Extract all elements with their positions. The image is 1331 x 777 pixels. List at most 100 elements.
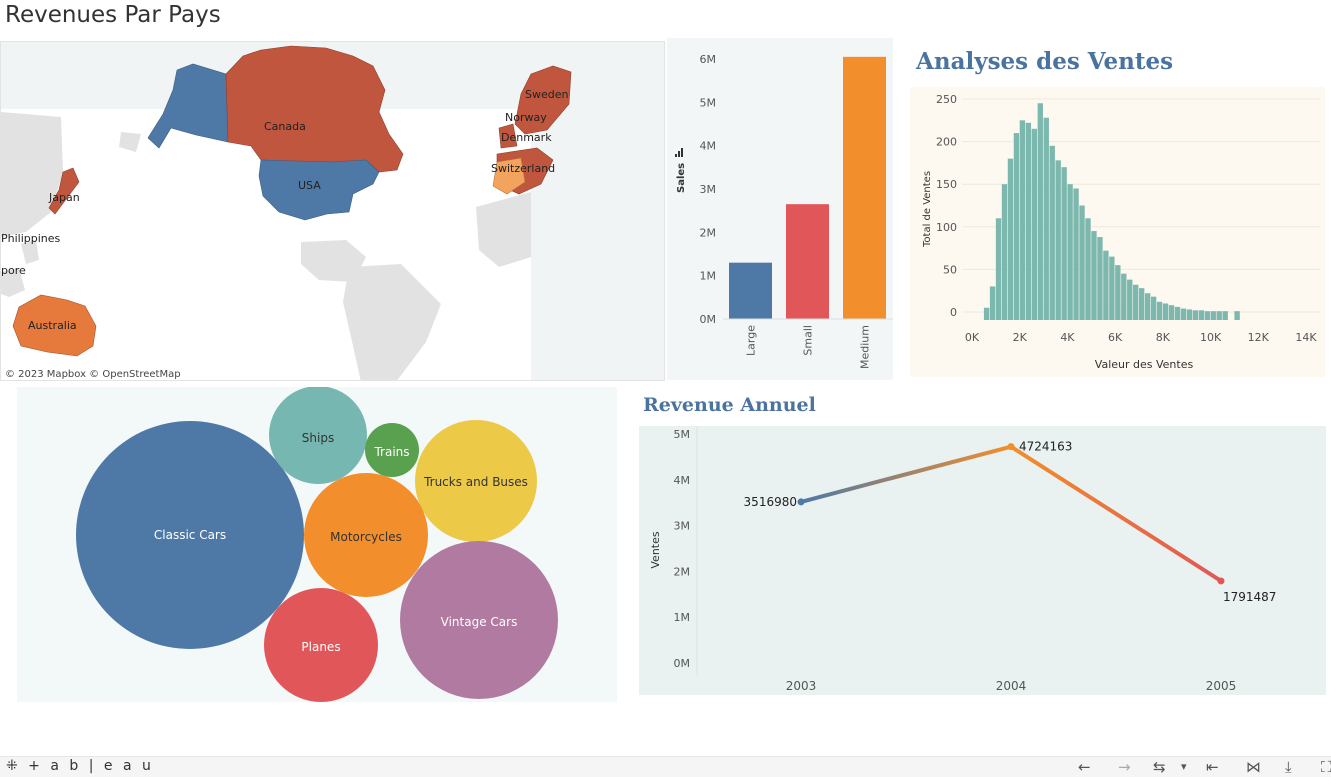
histogram-bar [1156, 301, 1163, 320]
histogram-bar [1216, 311, 1222, 320]
tableau-footer-toolbar: ⁜ + a b | e a u ← → ⇆ ▾ ⇤ ⋈ ⤓ ⛶ [0, 756, 1331, 777]
histogram-bar [1127, 279, 1133, 320]
histogram-bar [1007, 158, 1014, 320]
histogram-x-tick-label: 10K [1200, 331, 1222, 344]
histogram-y-tick-label: 200 [936, 136, 957, 149]
bubble-motorcycles[interactable] [304, 473, 428, 597]
pacific-land [119, 132, 141, 152]
bubble-label-classic-cars: Classic Cars [154, 528, 226, 542]
map-label-norway: Norway [505, 111, 547, 124]
usa-shape[interactable] [258, 159, 380, 221]
bubble-label-planes: Planes [301, 640, 340, 654]
histogram-bar [1198, 310, 1205, 320]
histogram-bar [1144, 293, 1151, 320]
asia-land [1, 112, 63, 237]
bubble-classic-cars[interactable] [76, 421, 304, 649]
tableau-logo: ⁜ + a b | e a u [6, 758, 154, 774]
map-label-denmark: Denmark [501, 131, 552, 144]
sales-histogram[interactable]: Total de Ventes Valeur des Ventes 0 50 100… [910, 87, 1325, 377]
map-label-canada: Canada [264, 120, 306, 133]
bar-x-tick-label: Medium [859, 325, 872, 369]
undo-button[interactable]: ← [1078, 758, 1091, 776]
bubble-label-trains: Trains [373, 445, 409, 459]
redo-button[interactable]: → [1118, 758, 1131, 776]
histogram-bar [1097, 237, 1103, 320]
reset-button[interactable]: ⇤ [1206, 758, 1219, 776]
bubble-planes[interactable] [264, 588, 378, 702]
histogram-bar [1067, 184, 1073, 320]
histogram-bar [989, 286, 996, 320]
histogram-x-tick-label: 0K [965, 331, 980, 344]
histogram-x-tick-label: 2K [1013, 331, 1028, 344]
line-y-tick-label: 4M [674, 474, 691, 487]
histogram-bar [1162, 303, 1169, 320]
fullscreen-button[interactable]: ⛶ [1321, 758, 1331, 776]
alaska-shape[interactable] [147, 63, 229, 149]
category-bubble-chart[interactable]: Classic Cars Ships Trains Trucks and Bus… [17, 386, 617, 702]
map-svg: Canada USA Japan Philippines pore Austra… [1, 42, 664, 380]
histogram-svg: Total de Ventes Valeur des Ventes 0 50 100… [910, 87, 1325, 377]
southeast-asia-land [1, 268, 25, 297]
revert-button[interactable]: ⇆ [1153, 758, 1166, 776]
share-button[interactable]: ⋈ [1246, 758, 1261, 776]
switzerland-shape[interactable] [492, 157, 526, 195]
bar-y-tick-label: 3M [700, 183, 717, 196]
histogram-x-tick-label: 14K [1295, 331, 1317, 344]
download-button[interactable]: ⤓ [1285, 758, 1292, 776]
page-title: Revenues Par Pays [5, 2, 221, 28]
bubble-trains[interactable] [365, 423, 419, 477]
bar-x-tick-label: Small [802, 325, 815, 356]
map-label-switzerland: Switzerland [491, 162, 555, 175]
line-y-tick-label: 5M [674, 428, 691, 441]
bubble-ships[interactable] [269, 386, 367, 484]
bubble-vintage-cars[interactable] [400, 541, 558, 699]
histogram-x-tick-label: 8K [1156, 331, 1171, 344]
histogram-bar [1025, 122, 1032, 320]
line-segment-2004-2005 [1009, 444, 1223, 583]
histogram-bar [1061, 167, 1067, 320]
histogram-bar [1204, 311, 1210, 320]
revert-dropdown-button[interactable]: ▾ [1181, 760, 1187, 773]
bubble-label-trucks-and-buses: Trucks and Buses [423, 475, 528, 489]
line-data-label-2003: 3516980 [744, 495, 797, 509]
histogram-bar [1139, 288, 1145, 320]
south-america-land [343, 264, 441, 380]
line-y-tick-label: 0M [674, 657, 691, 670]
size-bar-chart[interactable]: Sales 0M 1M 2M 3M 4M 5M 6M Large Small Medium [667, 38, 893, 380]
bar-sort-icon[interactable] [675, 148, 683, 157]
bar-large [729, 262, 772, 319]
histogram-bar [1037, 103, 1043, 320]
annual-revenue-line-chart[interactable]: Ventes 0M 1M 2M 3M 4M 5M 2003 2004 2005 3516980 47… [639, 426, 1326, 695]
histogram-bar [1192, 310, 1199, 320]
line-data-label-2004: 4724163 [1019, 440, 1072, 454]
histogram-x-tick-label: 4K [1060, 331, 1075, 344]
histogram-bar [983, 307, 990, 320]
philippines-land [21, 240, 39, 264]
bubble-trucks-and-buses[interactable] [415, 420, 537, 542]
histogram-y-tick-label: 100 [936, 221, 957, 234]
bar-y-tick-label: 5M [700, 96, 717, 109]
map-label-australia: Australia [28, 319, 77, 332]
histogram-x-axis-label: Valeur des Ventes [1095, 358, 1194, 371]
africa-land [476, 192, 531, 267]
histogram-y-tick-label: 250 [936, 93, 957, 106]
scandinavia-shape[interactable] [514, 65, 572, 135]
uk-shape[interactable] [498, 123, 518, 149]
histogram-y-tick-label: 0 [950, 306, 957, 319]
line-y-axis-label: Ventes [649, 531, 662, 568]
histogram-y-tick-label: 150 [936, 178, 957, 191]
australia-shape[interactable] [12, 294, 97, 357]
revenue-map[interactable]: Canada USA Japan Philippines pore Austra… [0, 41, 665, 381]
bar-y-axis-label: Sales [676, 163, 687, 193]
bar-medium [843, 56, 886, 319]
map-attribution: © 2023 Mapbox © OpenStreetMap [5, 369, 181, 380]
map-label-singapore: pore [1, 264, 26, 277]
histogram-x-tick-label: 6K [1108, 331, 1123, 344]
japan-shape[interactable] [48, 167, 80, 215]
histogram-bar [1121, 273, 1127, 320]
map-label-sweden: Sweden [525, 88, 568, 101]
histogram-bar [1115, 265, 1121, 320]
histogram-bar [1103, 250, 1109, 320]
histogram-bar [1019, 120, 1026, 320]
histogram-bar [1174, 306, 1181, 320]
